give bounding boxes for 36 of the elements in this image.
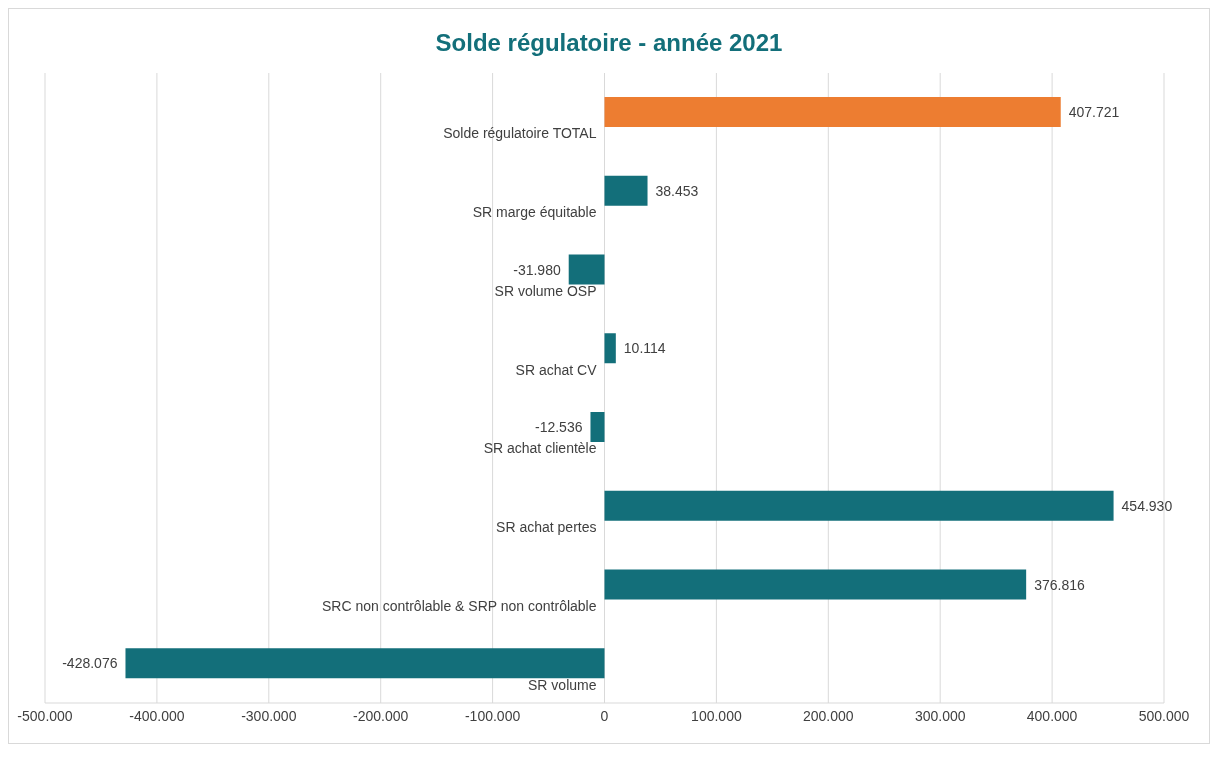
- y-tick-label: Solde régulatoire TOTAL: [443, 125, 597, 142]
- x-tick-label: 0: [600, 707, 609, 724]
- y-tick-label: SR achat clientèle: [483, 440, 597, 457]
- x-tick-label: -400.000: [129, 707, 185, 724]
- x-tick-label: 300.000: [914, 707, 966, 724]
- data-label: 10.114: [623, 340, 666, 357]
- y-tick-label: SR achat CV: [515, 361, 598, 378]
- bar: [568, 254, 605, 285]
- x-tick-label: -300.000: [241, 707, 297, 724]
- data-label: -12.536: [534, 419, 583, 435]
- data-label: 38.453: [655, 182, 699, 199]
- x-tick-label: 200.000: [803, 707, 854, 724]
- bar: [604, 175, 648, 206]
- x-tick-label: 100.000: [691, 707, 742, 724]
- data-label: -31.980: [513, 261, 561, 278]
- chart-title: Solde régulatoire - année 2021: [434, 28, 784, 58]
- data-label: 454.930: [1121, 497, 1173, 514]
- bar: [604, 333, 616, 364]
- y-tick-label: SR volume: [528, 676, 597, 693]
- bar: [590, 412, 605, 442]
- data-label: 407.721: [1068, 104, 1120, 120]
- x-tick-label: 400.000: [1026, 707, 1078, 724]
- bar: [604, 569, 1027, 600]
- x-tick-label: -200.000: [353, 707, 409, 724]
- x-tick-label: -100.000: [464, 707, 521, 724]
- x-tick-label: -500.000: [17, 707, 73, 724]
- bar: [604, 97, 1061, 127]
- bar: [125, 648, 605, 679]
- y-tick-label: SR volume OSP: [494, 282, 597, 299]
- x-tick-label: 500.000: [1138, 707, 1190, 724]
- bar: [604, 490, 1114, 521]
- y-tick-label: SRC non contrôlable & SRP non contrôlable: [322, 597, 597, 614]
- y-tick-label: SR marge équitable: [472, 204, 597, 221]
- y-tick-label: SR achat pertes: [496, 519, 597, 536]
- data-label: -428.076: [62, 655, 118, 672]
- data-label: 376.816: [1034, 576, 1085, 593]
